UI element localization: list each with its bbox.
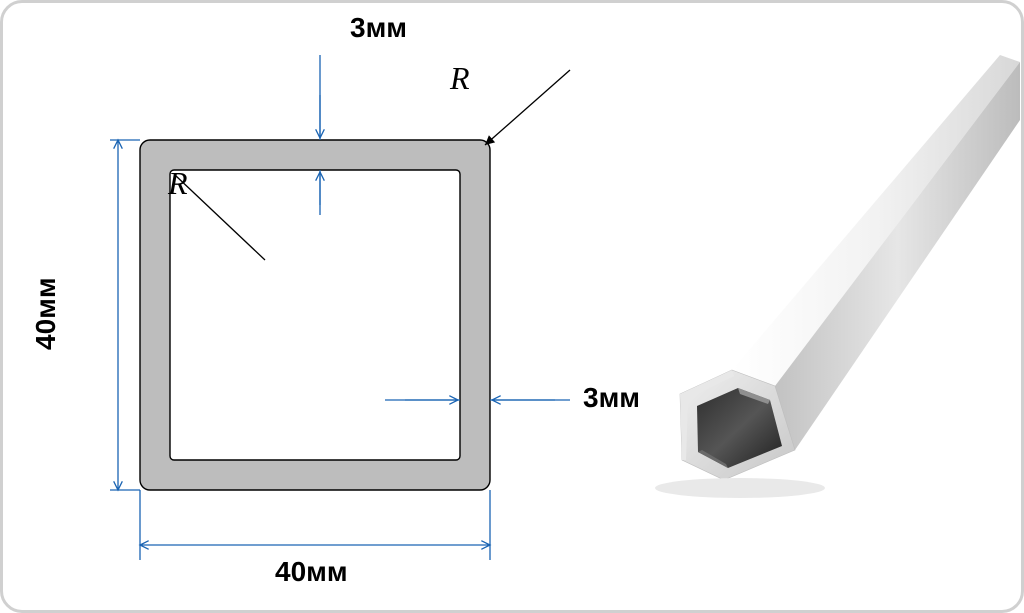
tube-3d-render bbox=[620, 50, 1020, 530]
radius-outer-pointer bbox=[485, 70, 570, 145]
dim-width-label: 40мм bbox=[275, 556, 348, 588]
radius-outer-label: R bbox=[450, 60, 470, 97]
dim-wall-top-label: 3мм bbox=[350, 12, 407, 44]
tube-shadow bbox=[655, 478, 825, 498]
drawing-canvas: 40мм 40мм 3мм 3мм R R bbox=[0, 0, 1024, 613]
radius-inner-label: R bbox=[168, 165, 188, 202]
dim-height-label: 40мм bbox=[30, 277, 62, 350]
tube-cross-section bbox=[140, 140, 490, 490]
cross-section-svg bbox=[0, 0, 620, 613]
tube-side-face bbox=[775, 62, 1020, 450]
tube-top-face bbox=[732, 55, 1020, 386]
